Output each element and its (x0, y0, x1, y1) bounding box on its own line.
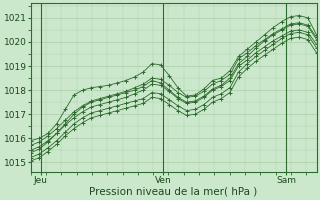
X-axis label: Pression niveau de la mer( hPa ): Pression niveau de la mer( hPa ) (90, 187, 258, 197)
